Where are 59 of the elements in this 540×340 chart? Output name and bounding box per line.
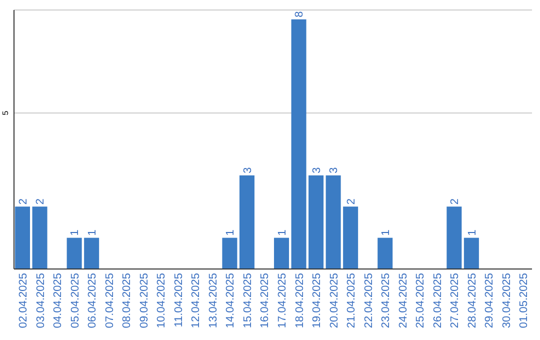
x-tick-label: 14.04.2025	[224, 273, 237, 328]
data-label: 8	[294, 11, 306, 18]
x-tick-label: 21.04.2025	[346, 273, 358, 328]
x-tick-label: 15.04.2025	[242, 273, 254, 328]
x-tick-label: 10.04.2025	[156, 273, 168, 328]
x-tick-label: 02.04.2025	[17, 273, 30, 328]
data-label: 3	[310, 167, 323, 174]
data-label: 2	[345, 198, 358, 205]
x-tick-label: 17.04.2025	[276, 273, 288, 328]
data-label: 1	[86, 230, 98, 236]
x-tick-label: 24.04.2025	[397, 273, 410, 328]
bar	[446, 206, 462, 269]
x-tick-label: 27.04.2025	[449, 273, 462, 328]
bar	[291, 19, 306, 269]
bar	[308, 175, 324, 269]
data-label: 1	[276, 230, 288, 236]
data-label: 1	[224, 230, 237, 236]
bar	[222, 238, 238, 269]
x-tick-label: 08.04.2025	[121, 273, 134, 328]
bar	[84, 238, 100, 269]
data-label: 3	[242, 167, 254, 174]
x-tick-label: 07.04.2025	[104, 273, 116, 328]
bar	[15, 206, 30, 269]
x-tick-label: 18.04.2025	[294, 273, 306, 328]
x-tick-label: 05.04.2025	[69, 273, 82, 328]
x-tick-label: 11.04.2025	[172, 273, 185, 328]
x-tick-label: 25.04.2025	[414, 273, 427, 328]
bar	[464, 238, 479, 269]
data-label: 2	[34, 198, 47, 205]
data-label: 1	[380, 230, 392, 236]
x-tick-label: 06.04.2025	[86, 273, 99, 328]
x-tick-label: 12.04.2025	[190, 273, 202, 328]
bar	[239, 175, 254, 269]
bar	[378, 238, 393, 269]
data-label: 1	[466, 230, 478, 236]
data-label: 2	[17, 198, 30, 205]
x-tick-label: 30.04.2025	[500, 273, 513, 328]
x-tick-label: 01.05.2025	[518, 273, 530, 328]
y-tick-label: 5	[1, 110, 10, 116]
bar	[343, 206, 358, 269]
bar	[274, 238, 289, 269]
x-tick-label: 28.04.2025	[466, 273, 478, 328]
x-tick-label: 19.04.2025	[311, 273, 324, 328]
x-tick-label: 16.04.2025	[259, 273, 272, 328]
x-tick-label: 04.04.2025	[52, 273, 64, 328]
x-tick-label: 29.04.2025	[484, 273, 496, 328]
x-tick-label: 23.04.2025	[380, 273, 392, 328]
bar	[326, 175, 341, 269]
data-label: 1	[69, 230, 82, 236]
data-label: 3	[328, 167, 340, 174]
x-tick-label: 26.04.2025	[432, 273, 444, 328]
bar	[32, 206, 48, 269]
x-tick-label: 20.04.2025	[328, 273, 340, 328]
bar	[66, 238, 82, 269]
x-tick-label: 22.04.2025	[362, 273, 375, 328]
x-tick-label: 13.04.2025	[207, 273, 220, 328]
data-label: 2	[449, 198, 462, 205]
x-tick-label: 09.04.2025	[138, 273, 150, 328]
x-tick-label: 03.04.2025	[34, 273, 47, 328]
